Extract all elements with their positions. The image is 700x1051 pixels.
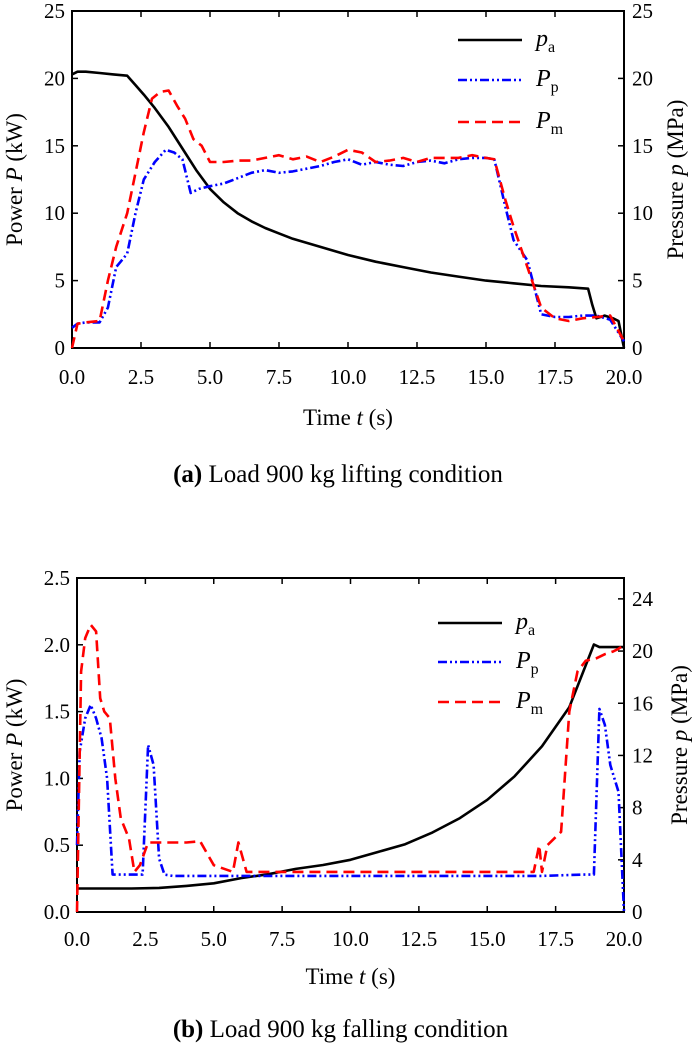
y2-tick-label: 16 bbox=[632, 691, 653, 715]
series-line-Pm bbox=[75, 623, 625, 913]
y-tick-label: 15 bbox=[44, 134, 65, 158]
x-axis-label: Time t (s) bbox=[306, 964, 396, 989]
y2-axis-label: Pressure p (MPa) bbox=[663, 100, 688, 260]
x-tick-label: 20.0 bbox=[606, 365, 643, 389]
legend-label-pa: pa bbox=[534, 26, 555, 56]
chart-1: 0.0 2.5 5.0 7.5 10.0 12.5 15.0 17.5 20.0 0.0 0.5 1.… bbox=[2, 566, 692, 1043]
y-tick-label: 20 bbox=[44, 66, 65, 90]
legend-label-pa: pa bbox=[514, 609, 535, 639]
series-line-pa bbox=[71, 70, 626, 349]
y-tick-label: 1.0 bbox=[44, 766, 70, 790]
y2-tick-label: 24 bbox=[632, 587, 654, 611]
legend-label-Pp: Pp bbox=[515, 648, 539, 678]
y2-tick-label: 0 bbox=[632, 336, 643, 360]
y-axis-label: Power P (kW) bbox=[2, 113, 27, 246]
x-tick-label: 0.0 bbox=[64, 927, 90, 951]
plot-frame bbox=[71, 10, 625, 349]
x-tick-label: 7.5 bbox=[266, 365, 292, 389]
y2-tick-label: 20 bbox=[632, 66, 653, 90]
y-tick-label: 25 bbox=[44, 0, 65, 23]
legend-label-Pp: Pp bbox=[535, 66, 559, 96]
y-tick-label: 5 bbox=[55, 269, 66, 293]
x-tick-label: 5.0 bbox=[201, 927, 227, 951]
x-tick-label: 12.5 bbox=[399, 365, 436, 389]
x-tick-label: 17.5 bbox=[537, 927, 574, 951]
series-line-Pp bbox=[71, 148, 626, 342]
y-tick-label: 1.5 bbox=[44, 700, 70, 724]
series-line-Pm bbox=[70, 89, 626, 349]
x-tick-label: 2.5 bbox=[132, 927, 158, 951]
legend-label-Pm: Pm bbox=[515, 688, 544, 718]
y-tick-label: 2.5 bbox=[44, 566, 70, 590]
y-tick-label: 10 bbox=[44, 201, 65, 225]
legend-label-Pm: Pm bbox=[535, 108, 564, 138]
x-tick-label: 15.0 bbox=[468, 365, 505, 389]
x-tick-label: 12.5 bbox=[401, 927, 438, 951]
series-line-Pp bbox=[75, 703, 626, 913]
y2-tick-label: 5 bbox=[632, 269, 643, 293]
y2-tick-label: 12 bbox=[632, 743, 653, 767]
x-tick-label: 5.0 bbox=[197, 365, 223, 389]
x-tick-label: 7.5 bbox=[269, 927, 295, 951]
x-tick-label: 17.5 bbox=[537, 365, 574, 389]
y-tick-label: 0.0 bbox=[44, 900, 70, 924]
y2-tick-label: 4 bbox=[632, 848, 643, 872]
y-tick-label: 2.0 bbox=[44, 633, 70, 657]
y2-tick-label: 20 bbox=[632, 639, 653, 663]
x-tick-label: 10.0 bbox=[332, 927, 369, 951]
chart-0: 0.0 2.5 5.0 7.5 10.0 12.5 15.0 17.5 20.0 0 5 10 15 20… bbox=[2, 0, 688, 488]
x-tick-label: 10.0 bbox=[330, 365, 367, 389]
y2-tick-label: 10 bbox=[632, 201, 653, 225]
y-tick-label: 0.5 bbox=[44, 833, 70, 857]
y-axis-label: Power P (kW) bbox=[2, 679, 27, 812]
x-tick-label: 20.0 bbox=[606, 927, 643, 951]
y2-tick-label: 8 bbox=[632, 796, 643, 820]
y2-axis-label: Pressure p (MPa) bbox=[667, 665, 692, 825]
x-tick-label: 15.0 bbox=[469, 927, 506, 951]
chart-caption: (b) Load 900 kg falling condition bbox=[173, 1016, 509, 1043]
y2-tick-label: 25 bbox=[632, 0, 653, 23]
chart-caption: (a) Load 900 kg lifting condition bbox=[173, 461, 503, 488]
y2-tick-label: 0 bbox=[632, 900, 643, 924]
x-axis-label: Time t (s) bbox=[303, 405, 393, 430]
y2-tick-label: 15 bbox=[632, 134, 653, 158]
x-tick-label: 0.0 bbox=[59, 365, 85, 389]
series-line-pa bbox=[77, 643, 624, 890]
x-tick-label: 2.5 bbox=[128, 365, 154, 389]
y-tick-label: 0 bbox=[55, 336, 66, 360]
